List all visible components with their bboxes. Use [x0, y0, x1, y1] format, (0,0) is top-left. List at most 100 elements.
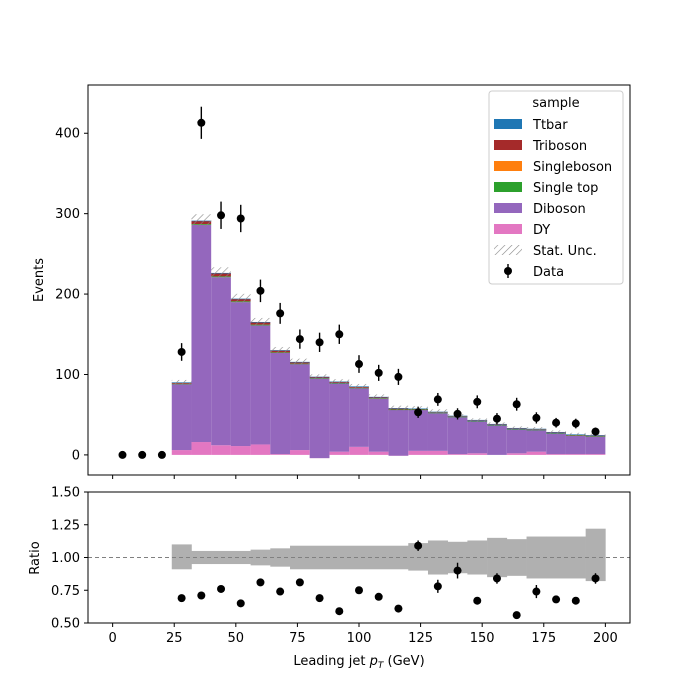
data-point — [335, 330, 344, 339]
ratio-y-tick-label: 1.25 — [51, 518, 80, 533]
x-tick-label: 25 — [166, 631, 183, 646]
legend-title: sample — [532, 96, 579, 111]
bar-diboson — [585, 436, 606, 455]
ratio-point — [335, 607, 344, 616]
stat-unc-bin — [171, 379, 192, 385]
x-axis-label: Leading jet pT (GeV) — [293, 654, 424, 671]
legend-swatch — [494, 140, 522, 150]
x-tick-label: 0 — [108, 631, 116, 646]
legend-marker — [504, 267, 512, 275]
stat-unc-bin — [368, 394, 389, 400]
y-tick-label: 200 — [55, 288, 80, 303]
ratio-x-axis-ticks: 0 25 50 75 100 125 150 175 200 — [108, 623, 618, 646]
main-y-axis-ticks: 0 100 200 300 400 — [55, 127, 88, 463]
stat-unc-bin — [290, 358, 310, 366]
x-tick-label: 200 — [593, 631, 618, 646]
ratio-point — [197, 591, 206, 600]
bar-dy — [270, 454, 291, 455]
ratio-y-axis-label: Ratio — [28, 541, 43, 574]
x-tick-label: 100 — [347, 631, 372, 646]
legend-swatch-hatch — [494, 245, 522, 255]
stat-unc-bin — [467, 418, 488, 422]
data-point — [177, 347, 186, 356]
legend: sample Ttbar Triboson Singleboson Single to… — [488, 90, 624, 285]
data-point — [118, 450, 127, 459]
data-point — [453, 409, 462, 418]
stat-unc-bin — [349, 383, 369, 389]
legend-label: Diboson — [533, 202, 586, 217]
bar-diboson — [565, 435, 586, 455]
bar-diboson — [388, 409, 409, 456]
ratio-y-axis-ticks: 0.50 0.75 1.00 1.25 1.50 — [51, 486, 88, 632]
stat-unc-bin — [191, 214, 212, 228]
data-point — [256, 286, 265, 295]
bar-diboson — [506, 429, 527, 454]
stat-unc-bin — [427, 409, 448, 415]
data-point — [532, 413, 541, 422]
ratio-point — [256, 578, 265, 587]
data-point — [217, 211, 226, 220]
bar-dy — [368, 451, 389, 455]
data-point — [571, 419, 580, 428]
bar-dy — [467, 453, 488, 455]
data-point — [414, 408, 423, 417]
bar-diboson — [487, 425, 507, 455]
ratio-y-tick-label: 1.50 — [51, 486, 80, 501]
stat-unc-bin — [230, 293, 251, 304]
ratio-point — [276, 587, 285, 596]
ratio-point — [492, 574, 501, 583]
bar-diboson — [526, 429, 547, 452]
stat-unc-bin — [309, 374, 330, 380]
legend-swatch — [494, 161, 522, 171]
bar-dy — [585, 454, 606, 455]
x-axis-label-main: Leading jet — [293, 654, 369, 669]
bar-diboson — [230, 302, 251, 447]
legend-label: Data — [533, 265, 564, 280]
data-point — [197, 118, 206, 127]
ratio-band-bin — [447, 541, 468, 574]
legend-box — [488, 90, 624, 285]
bar-dy — [506, 453, 527, 455]
stat-unc-bin — [565, 432, 586, 436]
ratio-point — [512, 611, 521, 620]
ratio-band-bin — [408, 543, 429, 571]
bar-dy — [250, 444, 271, 455]
data-point — [492, 414, 501, 423]
bar-diboson — [191, 224, 212, 443]
bar-diboson — [368, 398, 389, 452]
bar-diboson — [211, 277, 231, 446]
bar-dy — [427, 450, 448, 455]
data-point — [512, 400, 521, 409]
legend-entries: Ttbar Triboson Singleboson Single top Diboso… — [494, 118, 612, 280]
bar-dy — [565, 454, 586, 455]
ratio-panel: 0.50 0.75 1.00 1.25 1.50 0 25 50 75 100 125 150 175… — [28, 486, 631, 671]
data-points — [118, 106, 600, 459]
y-tick-label: 0 — [72, 448, 80, 463]
legend-swatch — [494, 224, 522, 234]
data-point — [355, 360, 363, 369]
ratio-point — [295, 578, 304, 587]
data-point — [433, 395, 442, 404]
ratio-point — [177, 594, 186, 603]
main-x-axis-ticks — [112, 475, 606, 479]
data-point — [552, 418, 561, 427]
y-tick-label: 300 — [55, 207, 80, 222]
ratio-band-bin — [467, 540, 488, 575]
ratio-band-bin — [585, 528, 606, 582]
bar-dy — [230, 446, 251, 455]
x-tick-label: 175 — [531, 631, 556, 646]
stat-unc-bin — [250, 317, 271, 326]
bar-diboson — [447, 417, 468, 455]
bar-diboson — [290, 364, 310, 451]
bar-dy — [211, 445, 231, 455]
stat-unc-bin — [388, 405, 409, 411]
x-tick-label: 150 — [470, 631, 495, 646]
ratio-y-tick-label: 0.75 — [51, 584, 80, 599]
ratio-band-bin — [171, 544, 192, 570]
ratio-point — [453, 566, 462, 575]
data-point — [394, 372, 403, 381]
data-point — [295, 335, 304, 344]
data-point — [157, 450, 166, 459]
stat-unc-bin — [270, 346, 291, 354]
